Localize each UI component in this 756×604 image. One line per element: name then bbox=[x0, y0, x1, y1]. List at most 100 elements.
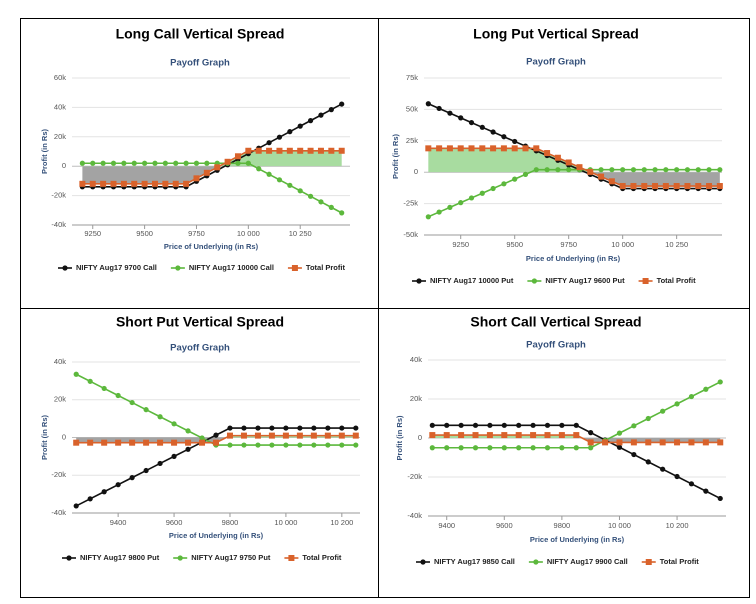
y-axis-title: Profit (in Rs) bbox=[40, 415, 49, 460]
data-point bbox=[224, 158, 231, 165]
data-point bbox=[530, 432, 537, 439]
series-line bbox=[428, 147, 720, 187]
data-point bbox=[183, 160, 189, 166]
data-point bbox=[110, 160, 117, 166]
data-point bbox=[436, 145, 443, 152]
data-point bbox=[457, 145, 464, 152]
x-axis-title: Price of Underlying (in Rs) bbox=[169, 531, 264, 540]
data-point bbox=[458, 115, 464, 121]
x-tick-label: 9600 bbox=[166, 518, 183, 527]
data-point bbox=[110, 180, 117, 187]
y-tick-label: -40k bbox=[407, 511, 422, 520]
y-tick-label: 0 bbox=[418, 433, 422, 442]
data-point bbox=[688, 439, 695, 446]
y-tick-label: 50k bbox=[406, 104, 418, 113]
x-tick-label: 10 250 bbox=[665, 240, 688, 249]
data-point bbox=[444, 445, 450, 451]
y-tick-label: -20k bbox=[51, 470, 66, 479]
data-point bbox=[297, 188, 303, 194]
data-point bbox=[468, 195, 475, 201]
y-tick-label: -50k bbox=[403, 230, 418, 239]
data-point bbox=[706, 183, 713, 190]
data-point bbox=[544, 150, 551, 157]
data-point bbox=[673, 183, 680, 190]
data-point bbox=[652, 167, 658, 173]
data-point bbox=[573, 432, 580, 439]
data-point bbox=[185, 428, 191, 434]
data-point bbox=[695, 183, 702, 190]
data-point bbox=[501, 432, 508, 439]
data-point bbox=[659, 439, 666, 446]
data-point bbox=[619, 183, 626, 190]
data-point bbox=[115, 439, 122, 446]
x-tick-label: 10 200 bbox=[666, 521, 689, 530]
data-point bbox=[565, 159, 572, 166]
data-point bbox=[544, 432, 551, 439]
y-tick-label: 20k bbox=[410, 394, 422, 403]
data-point bbox=[630, 167, 637, 173]
data-point bbox=[353, 425, 359, 431]
data-point bbox=[516, 445, 522, 451]
data-point bbox=[522, 171, 529, 177]
data-point bbox=[120, 180, 127, 187]
data-point bbox=[268, 432, 275, 439]
data-point bbox=[444, 422, 450, 428]
data-point bbox=[276, 147, 283, 154]
data-point bbox=[115, 482, 121, 488]
data-point bbox=[297, 425, 303, 431]
data-point bbox=[143, 439, 150, 446]
y-tick-label: -25k bbox=[403, 199, 418, 208]
data-point bbox=[325, 442, 331, 448]
data-point bbox=[515, 432, 522, 439]
data-point bbox=[631, 423, 637, 429]
data-point bbox=[645, 459, 651, 465]
data-point bbox=[269, 442, 275, 448]
y-tick-label: 20k bbox=[54, 132, 66, 141]
data-point bbox=[512, 176, 518, 182]
data-point bbox=[616, 430, 623, 436]
data-point bbox=[338, 147, 345, 154]
data-point bbox=[429, 422, 435, 428]
data-point bbox=[87, 378, 93, 384]
data-point bbox=[328, 107, 334, 113]
data-point bbox=[318, 199, 324, 205]
data-point bbox=[695, 167, 701, 173]
y-tick-label: 20k bbox=[54, 395, 66, 404]
data-point bbox=[458, 445, 464, 451]
data-point bbox=[706, 167, 712, 173]
x-tick-label: 9600 bbox=[496, 521, 513, 530]
data-point bbox=[559, 445, 565, 451]
data-point bbox=[307, 193, 314, 199]
data-point bbox=[717, 379, 723, 385]
y-tick-label: 75k bbox=[406, 73, 418, 82]
data-point bbox=[501, 181, 507, 187]
data-point bbox=[425, 145, 432, 152]
data-point bbox=[511, 145, 518, 152]
data-point bbox=[318, 112, 324, 118]
legend-label: NIFTY Aug17 9750 Put bbox=[191, 553, 271, 562]
data-point bbox=[193, 175, 200, 182]
data-point bbox=[73, 439, 80, 446]
legend-marker bbox=[177, 555, 183, 561]
data-point bbox=[662, 183, 669, 190]
y-tick-label: -20k bbox=[407, 472, 422, 481]
data-point bbox=[255, 425, 261, 431]
data-point bbox=[717, 439, 724, 446]
data-point bbox=[458, 432, 465, 439]
data-point bbox=[425, 101, 431, 107]
data-point bbox=[573, 422, 579, 428]
data-point bbox=[100, 180, 107, 187]
x-axis-title: Price of Underlying (in Rs) bbox=[530, 535, 625, 544]
data-point bbox=[307, 118, 314, 124]
data-point bbox=[338, 432, 345, 439]
data-point bbox=[458, 200, 464, 206]
data-point bbox=[328, 147, 335, 154]
data-point bbox=[674, 439, 681, 446]
data-point bbox=[129, 475, 135, 481]
data-point bbox=[620, 167, 626, 173]
data-point bbox=[214, 164, 221, 171]
data-point bbox=[472, 445, 479, 451]
data-point bbox=[129, 399, 135, 406]
x-tick-label: 9800 bbox=[222, 518, 239, 527]
